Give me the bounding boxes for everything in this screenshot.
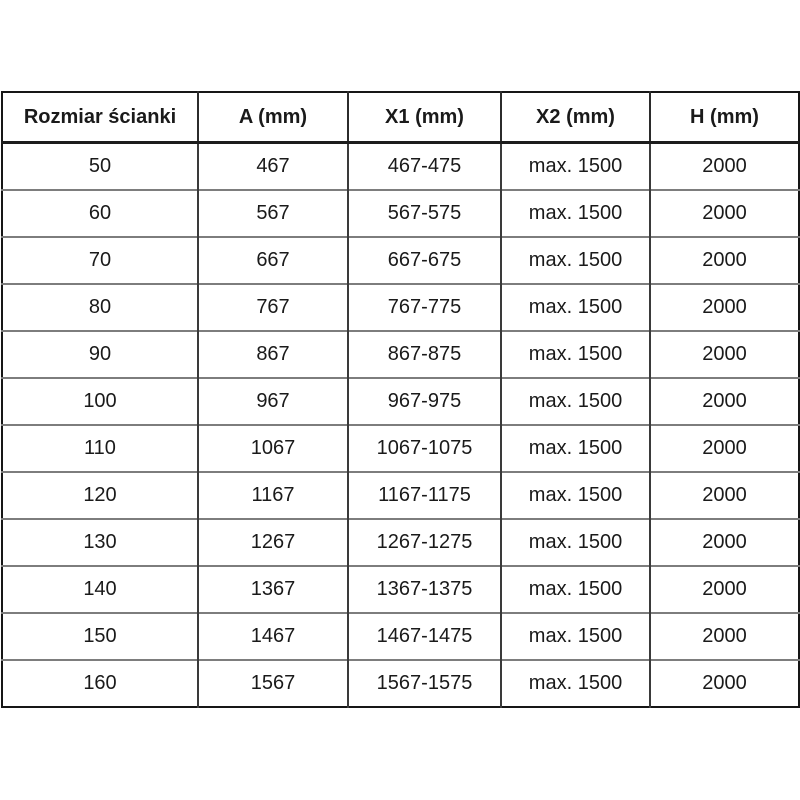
table-cell: 2000: [649, 471, 799, 519]
table-row: 50 467 467-475 max. 1500 2000: [2, 142, 799, 190]
table-cell: 667-675: [347, 236, 501, 284]
table-cell: 467: [197, 142, 348, 190]
table-cell: 767-775: [347, 283, 501, 331]
table-cell: 867-875: [347, 330, 501, 378]
table-row: 100 967 967-975 max. 1500 2000: [2, 377, 799, 425]
table-cell: 1567-1575: [347, 659, 501, 707]
table-cell: 1567: [197, 659, 348, 707]
table-cell: 967: [197, 377, 348, 425]
table-cell: 567: [197, 189, 348, 237]
table-cell: 967-975: [347, 377, 501, 425]
table-cell: max. 1500: [500, 424, 650, 472]
table-cell: max. 1500: [500, 518, 650, 566]
table-cell: max. 1500: [500, 236, 650, 284]
table-cell: 1067-1075: [347, 424, 501, 472]
column-header-4: X2 (mm): [500, 92, 650, 144]
table-cell: max. 1500: [500, 471, 650, 519]
table-cell: 60: [2, 189, 198, 237]
table-cell: 2000: [649, 236, 799, 284]
table-cell: 120: [2, 471, 198, 519]
table-cell: 110: [2, 424, 198, 472]
table-cell: 2000: [649, 565, 799, 613]
table-cell: 2000: [649, 377, 799, 425]
table-cell: 667: [197, 236, 348, 284]
table-cell: 1067: [197, 424, 348, 472]
table-cell: 1267-1275: [347, 518, 501, 566]
table-body: 50 467 467-475 max. 1500 2000 60 567 567-575 max…: [2, 142, 799, 707]
column-header-5: H (mm): [649, 92, 799, 144]
table-cell: 2000: [649, 612, 799, 660]
table-head: Rozmiar ścianki A (mm) X1 (mm) X2 (mm) H (mm…: [2, 92, 799, 144]
table-cell: 2000: [649, 142, 799, 190]
table-cell: max. 1500: [500, 330, 650, 378]
table-cell: 80: [2, 283, 198, 331]
column-header-2: A (mm): [197, 92, 348, 144]
table-row: 140 1367 1367-1375 max. 1500 2000: [2, 565, 799, 613]
table-cell: 1267: [197, 518, 348, 566]
table-cell: 140: [2, 565, 198, 613]
table-cell: 1467-1475: [347, 612, 501, 660]
table-row: 160 1567 1567-1575 max. 1500 2000: [2, 659, 799, 707]
table-cell: 2000: [649, 330, 799, 378]
table-cell: 2000: [649, 518, 799, 566]
table-header-row: Rozmiar ścianki A (mm) X1 (mm) X2 (mm) H (mm…: [2, 92, 799, 144]
size-table: Rozmiar ścianki A (mm) X1 (mm) X2 (mm) H (mm…: [1, 91, 800, 708]
table-cell: max. 1500: [500, 377, 650, 425]
table-cell: max. 1500: [500, 565, 650, 613]
table-row: 120 1167 1167-1175 max. 1500 2000: [2, 471, 799, 519]
table-row: 70 667 667-675 max. 1500 2000: [2, 236, 799, 284]
table-cell: 50: [88, 155, 112, 177]
table-row: 130 1267 1267-1275 max. 1500 2000: [2, 518, 799, 566]
table-cell: 160: [2, 659, 198, 707]
table-cell: 100: [2, 377, 198, 425]
table-cell: 1467: [197, 612, 348, 660]
table-cell: 2000: [649, 424, 799, 472]
table-row: 150 1467 1467-1475 max. 1500 2000: [2, 612, 799, 660]
table-cell: 150: [2, 612, 198, 660]
table-cell: 70: [2, 236, 198, 284]
table-cell: 567-575: [347, 189, 501, 237]
table-cell: max. 1500: [500, 189, 650, 237]
table-cell: 1167: [197, 471, 348, 519]
table-row: 80 767 767-775 max. 1500 2000: [2, 283, 799, 331]
table-cell: max. 1500: [500, 612, 650, 660]
table-cell: 2000: [649, 189, 799, 237]
table-cell: 467-475: [347, 142, 501, 190]
column-header-3: X1 (mm): [347, 92, 501, 144]
table-cell: 767: [197, 283, 348, 331]
table-cell: 867: [197, 330, 348, 378]
table-cell: 1367-1375: [347, 565, 501, 613]
table-cell: 1367: [197, 565, 348, 613]
table-cell: max. 1500: [500, 142, 650, 190]
table-cell: 1167-1175: [347, 471, 501, 519]
column-header-1: Rozmiar ścianki: [2, 92, 198, 144]
table-cell: 90: [2, 330, 198, 378]
table-cell: max. 1500: [500, 659, 650, 707]
table-row: 90 867 867-875 max. 1500 2000: [2, 330, 799, 378]
table-cell: max. 1500: [500, 283, 650, 331]
table-cell: 2000: [649, 283, 799, 331]
table-cell: 2000: [649, 659, 799, 707]
table-row: 60 567 567-575 max. 1500 2000: [2, 189, 799, 237]
table-cell: 130: [2, 518, 198, 566]
table-row: 110 1067 1067-1075 max. 1500 2000: [2, 424, 799, 472]
